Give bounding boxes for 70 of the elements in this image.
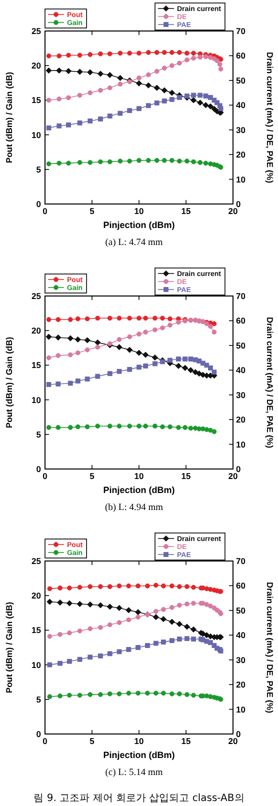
y2-tick-label: 10 [236, 704, 246, 714]
y2-axis-title: Drain current (mA) / DE, PAE (%) [265, 582, 275, 714]
y-tick-label: 10 [32, 660, 42, 670]
y2-tick-label: 50 [236, 340, 246, 350]
y2-tick-label: 40 [236, 630, 246, 640]
y-axis-title: Pout (dBm) / Gain (dB) [4, 72, 14, 164]
x-tick-label: 20 [228, 736, 238, 746]
y2-axis-title: Drain current (mA) / DE, PAE (%) [265, 316, 275, 448]
y2-tick-label: 10 [236, 439, 246, 450]
y-tick-label: 25 [32, 556, 42, 566]
x-tick-label: 0 [42, 206, 48, 216]
y2-tick-label: 60 [236, 316, 246, 326]
x-tick-label: 15 [181, 206, 191, 216]
y2-tick-label: 50 [236, 605, 246, 616]
y2-tick-label: 70 [236, 291, 246, 301]
x-tick-label: 10 [134, 206, 144, 216]
y-axis-title: Pout (dBm) / Gain (dB) [4, 602, 14, 694]
y-tick-label: 15 [32, 360, 42, 370]
x-tick-label: 0 [42, 471, 48, 481]
x-tick-label: 10 [134, 736, 144, 746]
y-tick-label: 20 [32, 326, 42, 336]
x-tick-label: 0 [42, 736, 48, 746]
x-tick-label: 15 [181, 736, 191, 746]
y2-tick-label: 20 [236, 150, 246, 160]
y-tick-label: 5 [36, 164, 42, 174]
x-tick-label: 15 [181, 471, 191, 481]
x-tick-label: 20 [228, 471, 238, 481]
y2-tick-label: 60 [236, 580, 246, 591]
y2-axis-title: Drain current (mA) / DE, PAE (%) [265, 52, 275, 184]
y-tick-label: 20 [32, 590, 42, 601]
text: (a) L: 4.74 mm [105, 238, 164, 248]
x-tick-label: 5 [90, 206, 95, 216]
y-tick-label: 0 [36, 729, 42, 739]
y-tick-label: 15 [32, 625, 42, 636]
y-tick-label: 15 [32, 95, 42, 106]
y2-tick-label: 20 [236, 680, 246, 690]
y-tick-label: 20 [32, 60, 42, 71]
y-tick-label: 10 [32, 130, 42, 140]
x-tick-label: 5 [90, 736, 95, 746]
y2-tick-label: 0 [236, 729, 241, 739]
y2-tick-label: 60 [236, 50, 246, 61]
y2-tick-label: 40 [236, 365, 246, 376]
y-tick-label: 10 [32, 394, 42, 405]
y2-tick-label: 20 [236, 414, 246, 425]
y2-tick-label: 30 [236, 654, 246, 665]
y2-tick-label: 30 [236, 390, 246, 400]
y-tick-label: 5 [36, 694, 42, 704]
x-axis-title: Pinjection (dBm) [103, 750, 175, 760]
y-tick-label: 0 [36, 464, 42, 474]
y2-tick-label: 10 [236, 174, 246, 184]
text: (b) L: 4.94 mm [104, 503, 164, 513]
y2-tick-label: 70 [236, 26, 246, 36]
y-tick-label: 25 [32, 26, 42, 36]
y-tick-label: 25 [32, 291, 42, 301]
y-tick-label: 5 [36, 429, 42, 440]
x-tick-label: 10 [134, 471, 144, 481]
y2-tick-label: 0 [236, 199, 241, 209]
text: (c) L: 5.14 mm [105, 768, 164, 778]
y2-tick-label: 50 [236, 75, 246, 86]
y-tick-label: 0 [36, 199, 42, 209]
x-axis-title: Pinjection (dBm) [103, 220, 175, 230]
x-tick-label: 5 [90, 471, 95, 481]
y2-tick-label: 70 [236, 556, 246, 566]
y2-tick-label: 0 [236, 464, 241, 474]
text: 림 9. 고조파 제어 회로가 삽입되고 class-AB의 [34, 793, 244, 804]
y-axis-title: Pout (dBm) / Gain (dB) [4, 336, 14, 428]
y2-tick-label: 40 [236, 100, 246, 110]
x-tick-label: 20 [228, 206, 238, 216]
x-axis-title: Pinjection (dBm) [103, 485, 175, 495]
y2-tick-label: 30 [236, 124, 246, 135]
